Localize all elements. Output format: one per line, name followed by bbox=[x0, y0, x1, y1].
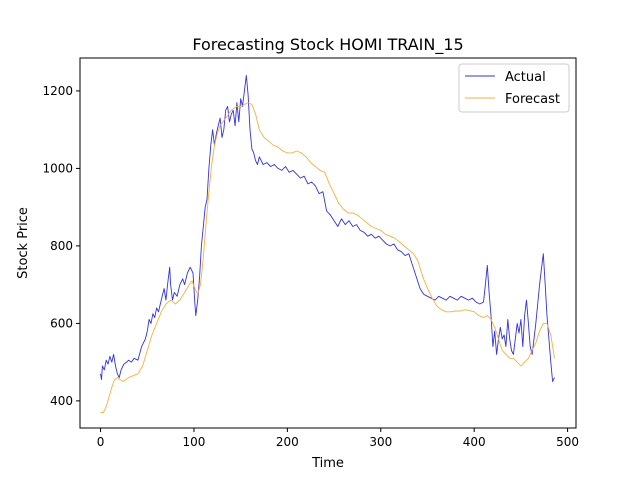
y-tick-label: 1000 bbox=[42, 161, 73, 175]
y-axis: 400 600 800 1000 1200 bbox=[42, 84, 80, 408]
x-axis: 0 100 200 300 400 500 bbox=[97, 428, 579, 449]
legend-label-forecast: Forecast bbox=[505, 92, 560, 107]
y-axis-label: Stock Price bbox=[16, 207, 31, 279]
chart-title: Forecasting Stock HOMI TRAIN_15 bbox=[192, 35, 463, 55]
legend: Actual Forecast bbox=[458, 63, 570, 113]
x-tick-label: 300 bbox=[369, 435, 392, 449]
y-tick-label: 800 bbox=[50, 239, 73, 253]
y-tick-label: 600 bbox=[50, 316, 73, 330]
y-tick-label: 400 bbox=[50, 394, 73, 408]
x-tick-label: 200 bbox=[276, 435, 299, 449]
x-tick-label: 0 bbox=[97, 435, 105, 449]
plot-area bbox=[79, 57, 577, 429]
x-tick-label: 100 bbox=[183, 435, 206, 449]
legend-label-actual: Actual bbox=[505, 70, 546, 85]
series-line-actual bbox=[100, 74, 555, 382]
x-tick-label: 400 bbox=[463, 435, 486, 449]
y-tick-label: 1200 bbox=[42, 84, 73, 98]
x-axis-label: Time bbox=[311, 456, 344, 471]
x-tick-label: 500 bbox=[556, 435, 579, 449]
series-line-forecast bbox=[100, 102, 555, 413]
plot-frame bbox=[79, 57, 577, 429]
